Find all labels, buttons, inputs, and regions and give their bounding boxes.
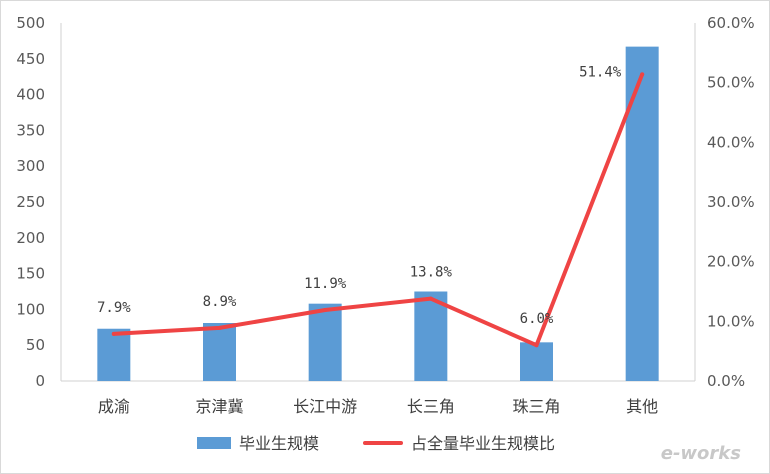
y-left-tick-label: 150 [16,265,45,283]
x-category-label: 长三角 [407,397,455,416]
bar [203,323,236,381]
y-right-tick-label: 30.0% [707,193,755,211]
y-left-tick-label: 250 [16,193,45,211]
x-category-label: 京津冀 [195,397,243,416]
legend-bar-label: 毕业生规模 [239,434,319,453]
x-category-label: 长江中游 [293,397,357,416]
y-right-tick-label: 20.0% [707,253,755,271]
bar [625,46,659,382]
line-point [111,331,116,336]
y-right-tick-label: 10.0% [707,312,755,330]
line-data-label: 11.9% [304,276,347,292]
y-right-tick-label: 0.0% [707,372,745,390]
bar [97,328,131,381]
watermark-logo: e-works [661,443,742,464]
line-point [428,296,433,301]
line-data-label: 7.9% [97,300,131,316]
line-point [217,325,222,330]
y-left-tick-label: 350 [16,121,45,139]
line-point [640,72,645,77]
y-left-tick-label: 0 [35,372,45,390]
bar [520,342,553,381]
y-left-tick-label: 300 [16,157,45,175]
y-right-tick-label: 60.0% [707,14,755,32]
bar [308,303,342,381]
line-path [111,72,645,348]
bar [414,291,448,381]
legend-line-label: 占全量毕业生规模比 [411,434,555,453]
line-data-label: 6.0% [520,311,554,327]
legend: 毕业生规模 占全量毕业生规模比 [197,434,555,453]
legend-bar-swatch [197,437,231,449]
y-left-tick-label: 500 [16,14,45,32]
y-right-tick-label: 40.0% [707,133,755,151]
line-data-label: 51.4% [579,64,622,80]
y-left-tick-label: 450 [16,50,45,68]
y-left-tick-label: 400 [16,86,45,104]
line-data-label: 13.8% [410,265,453,281]
line-point [323,307,328,312]
axes: 0 50 100 150 200 250 300 350 400 450 500 0.0% 10.0% 2… [16,14,754,416]
x-category-label: 成渝 [98,397,130,416]
y-left-tick-label: 200 [16,229,45,247]
line-data-label: 8.9% [203,294,237,310]
y-left-tick-label: 100 [16,300,45,318]
line-point [534,343,539,348]
y-right-tick-label: 50.0% [707,74,755,92]
y-left-tick-label: 50 [26,336,45,354]
x-category-label: 其他 [626,397,658,416]
x-category-label: 珠三角 [512,397,560,416]
data-labels: 7.9% 8.9% 11.9% 13.8% 6.0% 51.4% [97,64,622,327]
line-series [111,72,645,348]
